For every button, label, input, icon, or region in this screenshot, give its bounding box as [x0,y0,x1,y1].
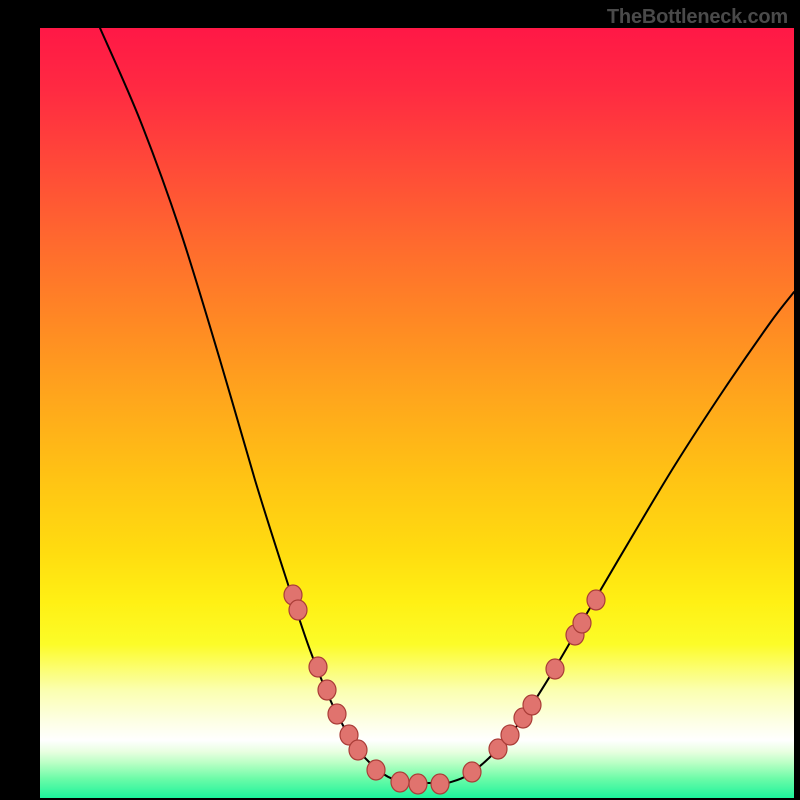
bottleneck-chart [0,0,800,800]
data-dot [391,772,409,792]
data-dot [318,680,336,700]
data-dot [546,659,564,679]
data-dot [587,590,605,610]
data-dot [523,695,541,715]
outer-frame: TheBottleneck.com [0,0,800,800]
data-dot [431,774,449,794]
data-dot [349,740,367,760]
data-dot [463,762,481,782]
data-dot [367,760,385,780]
data-dot [573,613,591,633]
data-dot [309,657,327,677]
data-dot [328,704,346,724]
data-dot [501,725,519,745]
data-dot [289,600,307,620]
data-dot [409,774,427,794]
